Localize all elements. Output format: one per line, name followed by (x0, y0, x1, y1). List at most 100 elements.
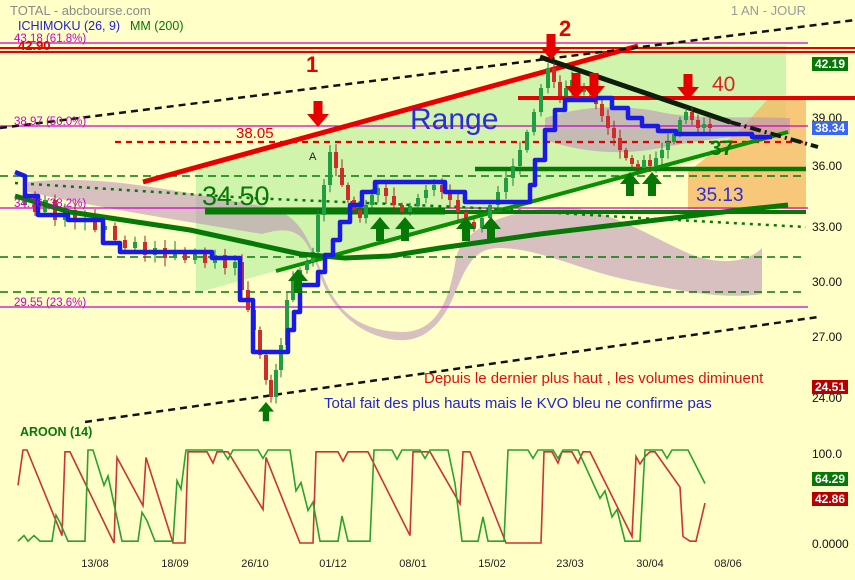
candle-body (291, 280, 295, 300)
buy-arrow-icon (620, 172, 640, 196)
candle-body (539, 88, 543, 112)
candle-body (113, 226, 117, 240)
candle-body (648, 160, 652, 166)
indicator-ichimoku-label[interactable]: ICHIMOKU (26, 9) (18, 19, 121, 33)
candle-body (678, 120, 682, 134)
candle-body (600, 104, 604, 116)
level-3513-label: 35.13 (696, 185, 744, 206)
level-37-label: 37 (710, 137, 734, 160)
candle-body (532, 112, 536, 132)
candle-body (424, 190, 428, 198)
candle-body (258, 330, 262, 355)
candle-body (133, 242, 137, 248)
candle-body (660, 150, 664, 158)
candle-body (612, 128, 616, 138)
level-40-label: 40 (712, 73, 736, 96)
candle-body (233, 262, 237, 268)
date-axis-label: 26/10 (241, 558, 269, 570)
aroon-up-line (17, 449, 706, 543)
candle-body (203, 252, 207, 263)
date-axis-label: 13/08 (81, 558, 109, 570)
candle-body (123, 240, 127, 248)
aroon-indicator-label[interactable]: AROON (14) (20, 425, 93, 439)
candle-body (456, 200, 460, 212)
candle-body (672, 134, 676, 142)
sell-arrow-icon (565, 73, 587, 99)
candle-body (328, 152, 332, 185)
candle-body (564, 88, 568, 96)
price-axis-label: 38.34 (812, 121, 849, 135)
candle-body (93, 218, 97, 230)
candle-body (440, 185, 444, 192)
price-axis-label: 42.19 (812, 57, 849, 71)
chart-line (729, 120, 819, 149)
price-axis-label: 24.51 (812, 380, 849, 394)
candle-body (480, 218, 484, 228)
candle-body (364, 205, 368, 218)
candle-body (472, 222, 476, 228)
price-axis-label: 36.00 (812, 159, 843, 173)
candle-body (432, 185, 436, 190)
candle-body (334, 152, 338, 168)
kvo-blue-line (14, 95, 772, 355)
sell-arrow-icon (540, 34, 562, 60)
date-axis-label: 08/06 (714, 558, 742, 570)
candle-body (525, 132, 529, 150)
candle-body (666, 142, 670, 150)
note-kvo: Total fait des plus hauts mais le KVO bl… (324, 395, 712, 412)
candle-body (274, 370, 278, 397)
candle-body (642, 160, 646, 168)
mm200-line (14, 193, 789, 261)
buy-arrow-icon (288, 269, 308, 293)
candle-body (223, 255, 227, 268)
candle-body (408, 206, 412, 212)
date-axis-label: 15/02 (478, 558, 506, 570)
candle-body (376, 188, 380, 195)
candle-body (316, 215, 320, 252)
price-axis-label: 42.86 (812, 492, 849, 506)
candle-body (384, 188, 388, 196)
candle-body (416, 198, 420, 206)
sell-arrow-icon (583, 73, 605, 99)
candle-body (636, 164, 640, 168)
price-axis-label: 30.00 (812, 275, 843, 289)
candle-body (496, 192, 500, 205)
date-axis-label: 23/03 (556, 558, 584, 570)
buy-arrow-icon (370, 217, 390, 241)
candle-body (193, 252, 197, 260)
sell-arrow-icon (307, 101, 329, 127)
date-axis-label: 18/09 (161, 558, 189, 570)
note-volumes: Depuis le dernier plus haut , les volume… (424, 370, 764, 387)
candle-body (346, 185, 350, 200)
buy-arrow-icon (456, 217, 476, 241)
buy-arrow-icon (395, 217, 415, 241)
chart-line (539, 54, 731, 125)
candle-body (400, 205, 404, 212)
date-axis-label: 30/04 (636, 558, 664, 570)
candle-body (269, 380, 273, 397)
price-axis-label: 0.0000 (812, 537, 849, 551)
indicator-mm200-label[interactable]: MM (200) (130, 19, 184, 33)
candle-body (358, 210, 362, 218)
candle-body (606, 116, 610, 128)
price-axis-label: 100.0 (812, 447, 843, 461)
fibonacci-level-label: 43.18 (61.8%) (14, 33, 87, 45)
candle-body (183, 250, 187, 260)
dotted-trendline (14, 181, 807, 229)
aroon-down-line (17, 449, 706, 544)
candle-body (630, 158, 634, 164)
price-axis-label: 33.00 (812, 220, 843, 234)
chart-line (84, 315, 819, 424)
candle-body (546, 68, 550, 88)
date-axis-label: 08/01 (399, 558, 427, 570)
candle-body (696, 120, 700, 128)
candle-body (143, 242, 147, 255)
level-3450-label: 34.50 (202, 181, 270, 211)
period-label: 1 AN - JOUR (730, 3, 806, 18)
date-axis-label: 01/12 (319, 558, 347, 570)
candle-body (702, 124, 706, 128)
candle-body (618, 138, 622, 150)
candle-body (370, 195, 374, 205)
